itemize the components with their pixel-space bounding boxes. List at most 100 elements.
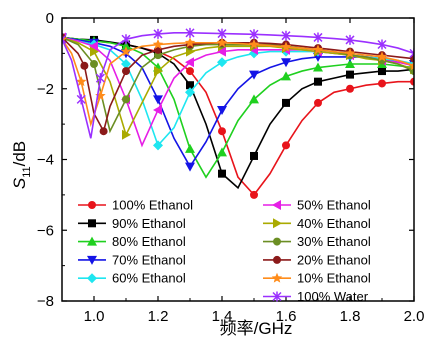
legend-entry: 60% Ethanol <box>78 271 186 286</box>
data-point <box>186 67 194 76</box>
data-point <box>377 39 387 50</box>
data-point <box>281 30 291 41</box>
legend-entry: 50% Ethanol <box>263 198 371 213</box>
data-point <box>75 76 87 87</box>
data-point <box>95 73 105 84</box>
legend-entry: 100% Ethanol <box>78 198 193 213</box>
legend-marker <box>87 273 97 284</box>
data-point <box>154 66 163 77</box>
data-point <box>378 79 386 88</box>
series-line <box>62 36 414 179</box>
data-point <box>313 62 323 72</box>
data-point <box>62 34 67 45</box>
data-point <box>313 32 323 43</box>
data-point <box>122 129 131 140</box>
legend-label: 100% Ethanol <box>112 198 193 213</box>
data-point <box>185 87 195 98</box>
data-point <box>378 67 386 76</box>
legend-marker <box>87 236 97 246</box>
legend-marker <box>273 237 281 246</box>
data-point <box>99 127 108 136</box>
x-axis-label: 频率/GHz <box>220 319 293 338</box>
legend-label: 100% Water <box>297 289 369 304</box>
data-point <box>120 46 132 57</box>
data-point <box>185 143 195 153</box>
data-point <box>217 105 227 115</box>
legend-label: 20% Ethanol <box>297 252 371 267</box>
data-point <box>409 48 414 59</box>
data-point <box>346 84 354 93</box>
y-tick-label: 0 <box>46 10 54 27</box>
series-line <box>62 36 414 134</box>
y-tick-label: −2 <box>37 81 54 98</box>
data-point <box>314 98 322 107</box>
data-point <box>152 39 164 49</box>
data-point <box>76 94 86 105</box>
data-point <box>90 59 98 68</box>
legend-label: 40% Ethanol <box>297 216 371 231</box>
data-point <box>153 95 163 105</box>
data-point <box>376 51 388 62</box>
data-point <box>410 77 414 86</box>
axis-layer: 1.0 1.2 1.4 1.6 1.8 2.0 0 −2 −4 −6 −8 <box>37 10 425 325</box>
x-tick-label: 1.8 <box>340 308 361 325</box>
data-point <box>344 47 356 58</box>
data-point <box>250 151 258 160</box>
data-point <box>281 71 291 81</box>
data-point <box>122 95 130 104</box>
legend-marker <box>88 201 96 209</box>
y-axis-label-symbol: S <box>10 177 29 189</box>
data-point <box>185 57 194 68</box>
data-point <box>281 58 291 68</box>
data-point <box>314 77 322 86</box>
legend-label: 60% Ethanol <box>112 271 186 286</box>
data-point <box>153 28 163 39</box>
data-point <box>218 169 226 178</box>
legend-marker <box>273 255 281 264</box>
data-point <box>89 41 98 52</box>
x-tick-label: 1.4 <box>212 308 233 325</box>
data-point <box>282 141 290 150</box>
legend-marker <box>272 200 281 210</box>
data-point <box>121 58 131 69</box>
data-point <box>185 162 195 172</box>
legend-entry: 80% Ethanol <box>78 234 186 249</box>
y-axis-label: S11/dB <box>10 141 33 189</box>
data-point <box>122 67 130 76</box>
legend-marker <box>88 219 96 228</box>
data-point <box>249 94 259 104</box>
legend-label: 90% Ethanol <box>112 216 186 231</box>
data-point <box>312 44 324 55</box>
data-point <box>153 140 163 151</box>
y-axis-label-unit: /dB <box>10 141 29 167</box>
series-line <box>62 38 414 128</box>
data-point <box>217 46 226 57</box>
data-point <box>280 41 292 52</box>
series-line <box>62 36 414 134</box>
data-point <box>249 70 259 80</box>
series-9 <box>62 33 414 128</box>
legend-entry: 90% Ethanol <box>78 216 186 231</box>
data-point <box>248 39 260 49</box>
data-point <box>186 81 194 90</box>
data-point <box>121 41 131 51</box>
data-point <box>345 34 355 45</box>
x-tick-label: 1.6 <box>276 308 297 325</box>
legend-entry: 20% Ethanol <box>263 252 371 267</box>
legend-entry: 40% Ethanol <box>263 216 371 231</box>
data-point <box>80 61 89 70</box>
legend: 100% Ethanol 90% Ethanol 80% Ethanol 70% Et… <box>78 198 371 304</box>
x-tick-label: 2.0 <box>404 308 425 325</box>
legend-label: 70% Ethanol <box>112 252 186 267</box>
legend-marker <box>271 272 283 283</box>
data-point <box>218 127 226 136</box>
data-point <box>346 70 354 79</box>
legend-marker <box>87 255 97 265</box>
data-point <box>282 98 290 107</box>
legend-label: 30% Ethanol <box>297 234 371 249</box>
data-point <box>185 27 195 38</box>
legend-label: 10% Ethanol <box>297 271 371 286</box>
legend-entry: 10% Ethanol <box>263 271 371 286</box>
data-point <box>121 34 131 45</box>
